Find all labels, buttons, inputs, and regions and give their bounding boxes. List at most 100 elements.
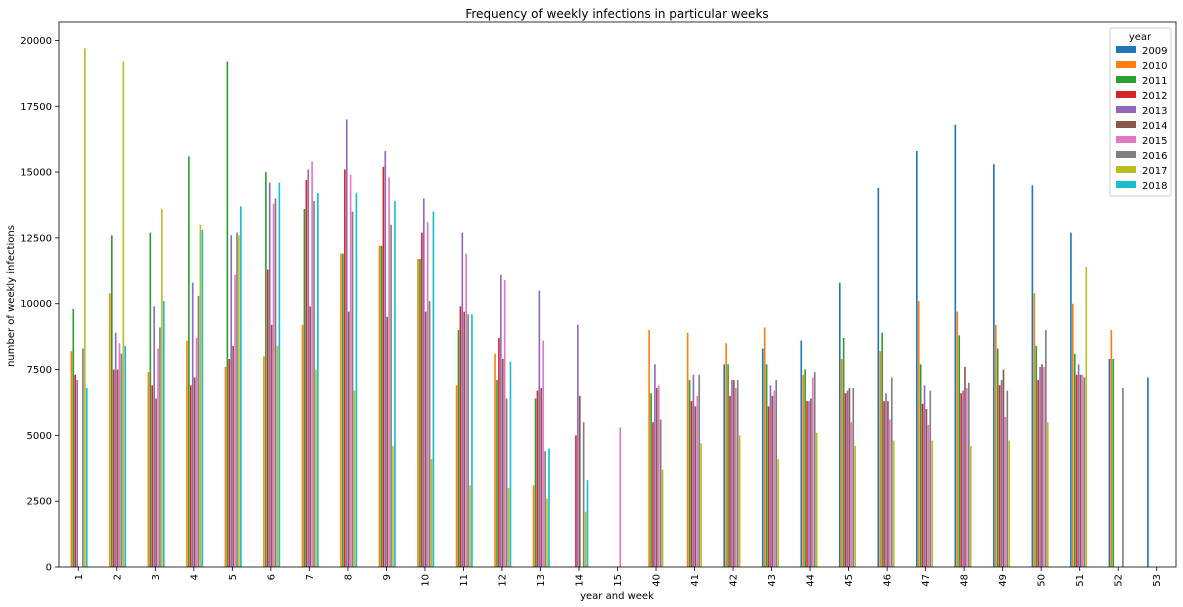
bar-2010-week-13 xyxy=(532,485,535,567)
bar-2012-week-44 xyxy=(806,401,808,567)
bar-2014-week-50 xyxy=(1041,364,1043,567)
bar-2011-week-46 xyxy=(881,332,883,567)
bar-2011-week-50 xyxy=(1035,345,1038,567)
legend-swatch-2012 xyxy=(1116,91,1136,98)
bar-2010-week-3 xyxy=(147,372,150,567)
bar-2017-week-6 xyxy=(276,345,279,567)
bar-2018-week-1 xyxy=(85,387,88,567)
bar-2012-week-12 xyxy=(498,337,500,567)
bar-2017-week-43 xyxy=(777,459,779,567)
x-tick-label: 10 xyxy=(420,574,431,587)
x-tick-label: 2 xyxy=(112,574,123,580)
bar-2017-week-51 xyxy=(1085,266,1088,567)
x-tick-label: 47 xyxy=(921,574,932,587)
bar-2013-week-7 xyxy=(307,169,310,567)
legend-swatch-2017 xyxy=(1116,166,1136,173)
bar-2017-week-12 xyxy=(507,488,510,567)
bar-2013-week-44 xyxy=(808,401,810,567)
bar-2014-week-46 xyxy=(887,401,889,567)
bar-2015-week-49 xyxy=(1004,416,1007,567)
bar-2017-week-8 xyxy=(353,390,356,567)
bar-2018-week-11 xyxy=(471,314,473,567)
x-tick-label: 48 xyxy=(960,574,971,587)
bar-2013-week-1 xyxy=(76,380,78,567)
legend-swatch-2015 xyxy=(1116,136,1136,143)
bar-2013-week-4 xyxy=(191,282,194,567)
bar-2011-week-1 xyxy=(72,308,75,567)
bar-2015-week-44 xyxy=(812,377,814,567)
bar-2014-week-6 xyxy=(270,324,273,567)
bar-2015-week-12 xyxy=(503,280,506,567)
bar-2012-week-43 xyxy=(767,406,770,567)
x-tick-label: 50 xyxy=(1037,574,1048,587)
bar-2012-week-5 xyxy=(228,359,231,567)
bar-2014-week-4 xyxy=(193,377,196,567)
bar-2015-week-9 xyxy=(388,177,390,567)
bar-2015-week-51 xyxy=(1081,374,1084,567)
bar-2012-week-42 xyxy=(729,395,731,567)
bar-2010-week-4 xyxy=(186,340,188,567)
x-tick-label: 6 xyxy=(266,574,277,580)
x-tick-label: 14 xyxy=(574,574,585,587)
bar-2016-week-9 xyxy=(390,224,392,568)
bar-2013-week-5 xyxy=(230,235,233,567)
bar-2013-week-3 xyxy=(153,306,155,567)
bar-2016-week-13 xyxy=(544,451,546,567)
bar-2010-week-6 xyxy=(263,356,265,567)
bar-2015-week-8 xyxy=(349,174,352,567)
bar-2015-week-4 xyxy=(195,337,198,567)
bar-2015-week-2 xyxy=(118,343,121,567)
bar-2018-week-3 xyxy=(163,301,165,567)
bar-2015-week-13 xyxy=(542,340,545,567)
y-axis: 0 2500 5000 7500 10000 12500 15000 17500 20000 xyxy=(20,36,59,574)
bar-2011-week-42 xyxy=(727,364,729,567)
bar-2011-week-2 xyxy=(111,235,113,567)
bar-2012-week-49 xyxy=(998,385,1001,567)
bar-2010-week-45 xyxy=(840,359,843,567)
bar-2016-week-50 xyxy=(1045,330,1047,567)
bar-2013-week-51 xyxy=(1077,364,1080,567)
bar-2017-week-47 xyxy=(931,440,934,567)
bar-2015-week-3 xyxy=(157,348,159,567)
x-tick-label: 53 xyxy=(1152,574,1163,587)
bar-2011-week-6 xyxy=(265,172,267,567)
bar-2018-week-7 xyxy=(317,193,319,567)
bar-2012-week-10 xyxy=(421,232,423,567)
bar-2009-week-45 xyxy=(838,282,841,567)
bar-2012-week-47 xyxy=(921,403,924,567)
y-tick-label: 5000 xyxy=(27,431,52,442)
bar-2015-week-42 xyxy=(734,387,737,567)
bar-2010-week-1 xyxy=(70,351,73,567)
x-tick-label: 46 xyxy=(883,574,894,587)
bar-2013-week-45 xyxy=(846,390,849,567)
bar-2016-week-5 xyxy=(236,232,238,567)
bar-2015-week-7 xyxy=(311,161,313,568)
bar-2012-week-40 xyxy=(652,422,654,567)
bar-2011-week-11 xyxy=(457,330,460,567)
bar-2013-week-47 xyxy=(923,385,926,567)
bar-2009-week-43 xyxy=(761,348,764,567)
bar-2015-week-46 xyxy=(889,419,891,567)
legend-swatch-2013 xyxy=(1116,106,1136,113)
bar-2011-week-41 xyxy=(688,380,691,567)
y-tick-label: 20000 xyxy=(20,36,52,47)
bar-2012-week-11 xyxy=(459,306,462,567)
bar-2013-week-8 xyxy=(345,119,348,568)
bar-2016-week-44 xyxy=(813,372,816,567)
legend-label-2018: 2018 xyxy=(1142,181,1167,192)
bar-2018-week-14 xyxy=(586,480,589,567)
bar-2013-week-9 xyxy=(384,151,387,567)
legend-swatch-2010 xyxy=(1116,61,1136,68)
bar-2014-week-51 xyxy=(1079,374,1082,567)
bar-2010-week-42 xyxy=(725,343,727,567)
bar-2017-week-42 xyxy=(738,435,741,567)
bar-2014-week-44 xyxy=(810,398,812,567)
bar-2016-week-45 xyxy=(852,387,855,567)
bar-2011-week-13 xyxy=(534,398,537,567)
bar-2015-week-15 xyxy=(619,427,622,567)
legend-swatch-2009 xyxy=(1116,46,1136,53)
bar-2017-week-2 xyxy=(122,61,125,568)
bar-2018-week-13 xyxy=(548,448,550,567)
bar-2013-week-49 xyxy=(1000,380,1003,567)
bar-2015-week-40 xyxy=(657,385,660,567)
